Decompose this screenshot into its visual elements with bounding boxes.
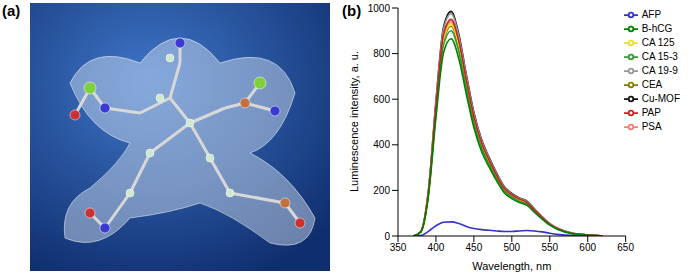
html-text:CA 125: CA 125 bbox=[641, 36, 675, 48]
svg-text:800: 800 bbox=[373, 48, 390, 59]
html-text:B-hCG: B-hCG bbox=[641, 22, 673, 34]
svg-text:Luminescence intensity, a. u.: Luminescence intensity, a. u. bbox=[348, 51, 360, 192]
svg-text:400: 400 bbox=[373, 139, 390, 150]
html-text:(a): (a) bbox=[2, 2, 21, 19]
html-text:AFP: AFP bbox=[641, 8, 662, 20]
svg-text:600: 600 bbox=[579, 242, 596, 253]
svg-text:Wavelength, nm: Wavelength, nm bbox=[472, 260, 551, 272]
svg-text:0: 0 bbox=[384, 231, 390, 242]
svg-text:500: 500 bbox=[503, 242, 520, 253]
svg-text:450: 450 bbox=[466, 242, 483, 253]
html-text:(b): (b) bbox=[342, 2, 362, 19]
html-text:CA 15-3: CA 15-3 bbox=[641, 50, 678, 62]
svg-text:650: 650 bbox=[617, 242, 634, 253]
svg-text:400: 400 bbox=[428, 242, 445, 253]
html-text:PSA: PSA bbox=[641, 120, 662, 132]
svg-text:600: 600 bbox=[373, 94, 390, 105]
svg-text:550: 550 bbox=[541, 242, 558, 253]
html-text:CA 19-9: CA 19-9 bbox=[641, 64, 678, 76]
html-text:PAP: PAP bbox=[641, 106, 661, 118]
svg-text:200: 200 bbox=[373, 185, 390, 196]
svg-text:1000: 1000 bbox=[368, 3, 391, 14]
html-text:CEA: CEA bbox=[641, 78, 663, 90]
svg-text:350: 350 bbox=[390, 242, 407, 253]
html-text:Cu-MOF: Cu-MOF bbox=[641, 92, 680, 104]
